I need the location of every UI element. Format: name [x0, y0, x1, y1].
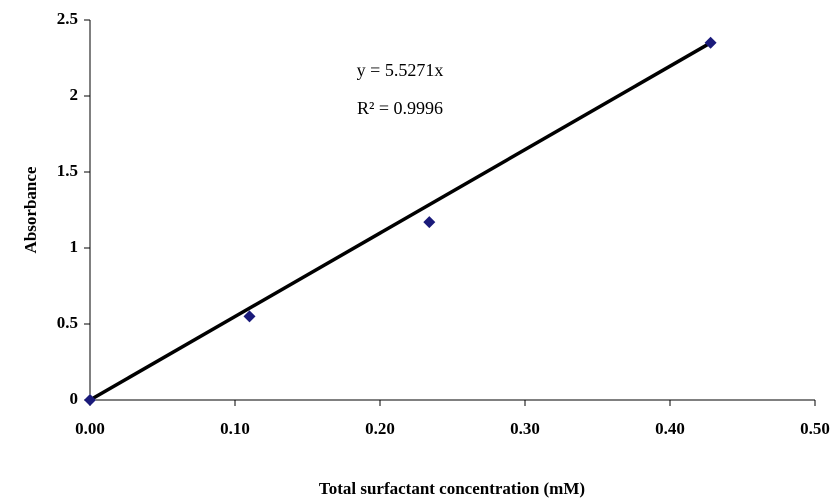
- x-tick-label: 0.10: [220, 419, 250, 438]
- x-tick-label: 0.00: [75, 419, 105, 438]
- x-tick-label: 0.50: [800, 419, 830, 438]
- x-tick-label: 0.20: [365, 419, 395, 438]
- data-point: [423, 216, 436, 229]
- data-point: [84, 394, 96, 406]
- data-point: [243, 310, 256, 323]
- trend-equation: y = 5.5271x: [357, 60, 444, 80]
- data-point: [704, 36, 717, 49]
- x-tick-label: 0.30: [510, 419, 540, 438]
- x-tick-label: 0.40: [655, 419, 685, 438]
- trend-r-squared: R² = 0.9996: [357, 98, 443, 118]
- y-tick-label: 0.5: [57, 313, 78, 332]
- y-tick-label: 1: [70, 237, 79, 256]
- x-axis-title: Total surfactant concentration (mM): [319, 479, 585, 498]
- y-tick-label: 2.5: [57, 9, 78, 28]
- y-tick-label: 1.5: [57, 161, 78, 180]
- y-axis-title: Absorbance: [21, 166, 40, 253]
- trendline: [89, 41, 712, 402]
- y-tick-label: 0: [70, 389, 79, 408]
- y-tick-label: 2: [70, 85, 79, 104]
